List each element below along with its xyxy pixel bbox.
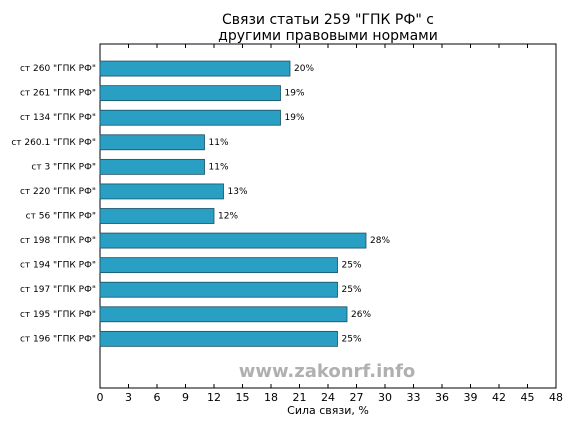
- x-tick-label: 30: [378, 391, 392, 404]
- value-label: 13%: [228, 187, 248, 197]
- y-tick-label: ст 260 "ГПК РФ": [20, 64, 96, 74]
- x-tick-label: 45: [521, 391, 535, 404]
- bar: [99, 330, 338, 347]
- chart-title: Связи статьи 259 "ГПК РФ" с: [222, 12, 434, 28]
- x-tick-label: 39: [464, 391, 478, 404]
- x-axis-label: Сила связи, %: [287, 404, 369, 417]
- value-label: 25%: [342, 261, 362, 271]
- x-tick-label: 18: [264, 391, 278, 404]
- y-tick-label: ст 197 "ГПК РФ": [20, 285, 96, 295]
- x-tick-label: 27: [350, 391, 364, 404]
- y-tick-label: ст 134 "ГПК РФ": [20, 113, 96, 123]
- y-tick-label: ст 260.1 "ГПК РФ": [11, 138, 96, 148]
- value-label: 19%: [285, 89, 305, 99]
- value-label: 25%: [342, 334, 362, 344]
- value-label: 20%: [294, 64, 314, 74]
- watermark: www.zakonrf.info: [239, 361, 416, 382]
- x-tick-label: 36: [435, 391, 449, 404]
- bar: [99, 158, 205, 175]
- bar: [99, 208, 215, 224]
- bar: [99, 306, 348, 323]
- value-label: 25%: [342, 285, 362, 295]
- chart-title: другими правовыми нормами: [218, 28, 438, 44]
- bar: [99, 109, 281, 126]
- x-tick-label: 12: [207, 391, 221, 404]
- bar: [99, 60, 291, 77]
- x-tick-label: 9: [182, 391, 189, 404]
- y-tick-label: ст 194 "ГПК РФ": [20, 261, 96, 271]
- x-tick-label: 42: [492, 391, 506, 404]
- value-label: 11%: [209, 162, 229, 172]
- x-tick-label: 24: [321, 391, 335, 404]
- y-tick-label: ст 198 "ГПК РФ": [20, 236, 96, 246]
- value-label: 11%: [209, 138, 229, 148]
- x-tick-label: 3: [125, 391, 132, 404]
- x-tick-label: 15: [236, 391, 250, 404]
- x-tick-label: 48: [549, 391, 563, 404]
- bar: [99, 183, 224, 200]
- y-tick-label: ст 220 "ГПК РФ": [20, 187, 96, 197]
- x-tick-label: 0: [97, 391, 104, 404]
- bar: [99, 281, 338, 298]
- bar: [99, 134, 205, 151]
- value-label: 26%: [351, 310, 371, 320]
- y-tick-label: ст 56 "ГПК РФ": [26, 212, 96, 222]
- value-label: 12%: [218, 212, 238, 222]
- y-tick-label: ст 195 "ГПК РФ": [20, 310, 96, 320]
- x-tick-label: 6: [154, 391, 161, 404]
- y-tick-label: ст 3 "ГПК РФ": [31, 162, 96, 172]
- y-tick-label: ст 261 "ГПК РФ": [20, 89, 96, 99]
- bar: [99, 257, 338, 274]
- x-tick-label: 21: [293, 391, 307, 404]
- value-label: 28%: [370, 236, 390, 246]
- bar: [99, 85, 281, 102]
- value-label: 19%: [285, 113, 305, 123]
- bar: [99, 232, 367, 249]
- x-tick-label: 33: [407, 391, 421, 404]
- y-tick-label: ст 196 "ГПК РФ": [20, 334, 96, 344]
